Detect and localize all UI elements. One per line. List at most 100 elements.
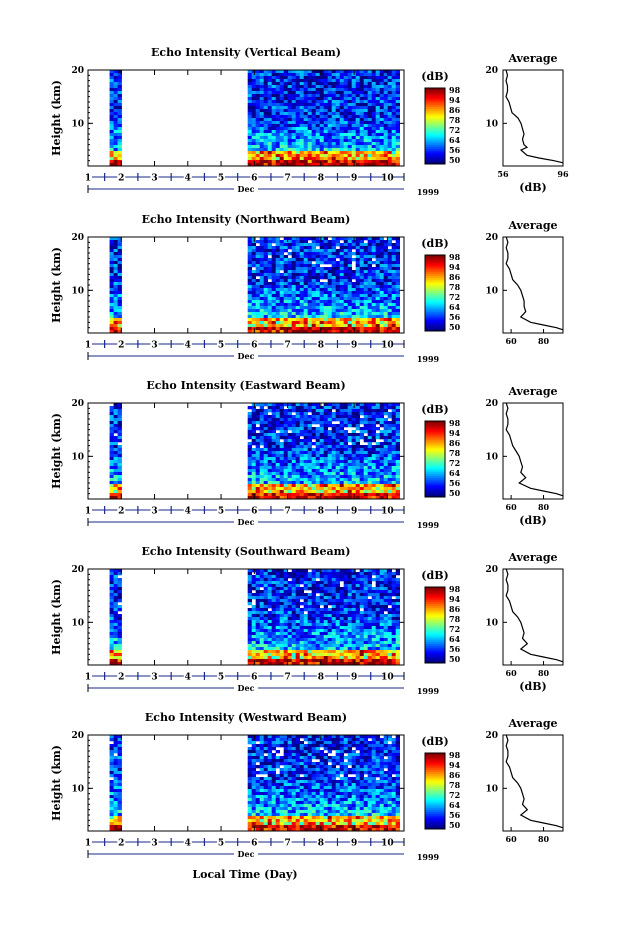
- heatmap-cell: [263, 442, 268, 446]
- heatmap-cell: [283, 403, 288, 407]
- heatmap-cell: [259, 264, 264, 268]
- colorbar-tick-label: 50: [449, 322, 461, 332]
- y-axis-label: Height (km): [50, 247, 63, 323]
- month-label: Dec: [238, 351, 255, 361]
- heatmap-cell: [279, 273, 284, 277]
- heatmap-cell: [247, 249, 252, 253]
- heatmap-cell: [299, 442, 304, 446]
- heatmap-cell: [387, 258, 392, 262]
- heatmap-cell: [375, 85, 380, 89]
- heatmap-cell: [379, 82, 384, 86]
- heatmap-cell: [347, 94, 352, 98]
- heatmap-cell: [283, 415, 288, 419]
- heatmap-cell: [279, 258, 284, 262]
- heatmap-cell: [307, 463, 312, 467]
- heatmap-cell: [391, 442, 396, 446]
- heatmap-cell: [335, 315, 340, 319]
- heatmap-cell: [391, 490, 396, 494]
- heatmap-cell: [391, 276, 396, 280]
- heatmap-cell: [335, 270, 340, 274]
- heatmap-cell: [367, 472, 372, 476]
- heatmap-cell: [383, 424, 388, 428]
- heatmap-cell: [379, 237, 384, 241]
- heatmap-cell: [387, 85, 392, 89]
- heatmap-cell: [279, 650, 284, 654]
- heatmap-cell: [315, 602, 320, 606]
- heatmap-cell: [263, 100, 268, 104]
- heatmap-cell: [343, 315, 348, 319]
- heatmap-cell: [367, 79, 372, 83]
- heatmap-cell: [263, 644, 268, 648]
- heatmap-cell: [311, 94, 316, 98]
- heatmap-cell: [335, 496, 340, 500]
- heatmap-cell: [291, 130, 296, 134]
- heatmap-cell: [371, 448, 376, 452]
- heatmap-cell: [113, 121, 118, 125]
- heatmap-cell: [109, 139, 114, 143]
- heatmap-cell: [295, 638, 300, 642]
- heatmap-cell: [383, 291, 388, 295]
- heatmap-cell: [315, 599, 320, 603]
- heatmap-cell: [315, 487, 320, 491]
- heatmap-cell: [259, 324, 264, 328]
- heatmap-cell: [291, 145, 296, 149]
- heatmap-cell: [387, 127, 392, 131]
- heatmap-cell: [295, 246, 300, 250]
- heatmap-cell: [395, 439, 400, 443]
- heatmap-cell: [259, 258, 264, 262]
- heatmap-cell: [247, 421, 252, 425]
- heatmap-cell: [259, 82, 264, 86]
- heatmap-cell: [247, 160, 252, 164]
- heatmap-cell: [307, 575, 312, 579]
- heatmap-cell: [267, 614, 272, 618]
- heatmap-cell: [379, 70, 384, 74]
- heatmap-cell: [109, 626, 114, 630]
- heatmap-cell: [251, 475, 256, 479]
- heatmap-cell: [255, 439, 260, 443]
- heatmap-cell: [271, 629, 276, 633]
- heatmap-cell: [347, 115, 352, 119]
- heatmap-cell: [379, 121, 384, 125]
- heatmap-cell: [291, 279, 296, 283]
- heatmap-cell: [319, 246, 324, 250]
- heatmap-cell: [311, 82, 316, 86]
- heatmap-cell: [279, 243, 284, 247]
- heatmap-cell: [287, 478, 292, 482]
- heatmap-cell: [331, 493, 336, 497]
- heatmap-cell: [263, 145, 268, 149]
- heatmap-cell: [331, 475, 336, 479]
- heatmap-cell: [323, 124, 328, 128]
- heatmap-cell: [375, 91, 380, 95]
- heatmap-cell: [303, 650, 308, 654]
- heatmap-cell: [283, 309, 288, 313]
- heatmap-cell: [271, 309, 276, 313]
- heatmap-cell: [331, 261, 336, 265]
- heatmap-cell: [387, 154, 392, 158]
- heatmap-cell: [117, 469, 122, 473]
- heatmap-cell: [267, 466, 272, 470]
- heatmap-cell: [395, 246, 400, 250]
- heatmap-cell: [299, 327, 304, 331]
- heatmap-cell: [117, 118, 122, 122]
- heatmap-cell: [255, 163, 260, 167]
- heatmap-cell: [339, 469, 344, 473]
- heatmap-cell: [339, 303, 344, 307]
- heatmap-cell: [283, 285, 288, 289]
- heatmap-cell: [343, 418, 348, 422]
- heatmap-cell: [363, 424, 368, 428]
- heatmap-cell: [391, 306, 396, 310]
- colorbar-swatch: [425, 285, 445, 288]
- heatmap-cell: [391, 88, 396, 92]
- heatmap-cell: [117, 584, 122, 588]
- heatmap-cell: [287, 327, 292, 331]
- heatmap-cell: [255, 629, 260, 633]
- heatmap-cell: [363, 472, 368, 476]
- heatmap-cell: [371, 148, 376, 152]
- heatmap-cell: [343, 267, 348, 271]
- heatmap-cell: [331, 160, 336, 164]
- heatmap-cell: [327, 160, 332, 164]
- heatmap-cell: [271, 139, 276, 143]
- heatmap-cell: [315, 91, 320, 95]
- heatmap-cell: [395, 118, 400, 122]
- heatmap-cell: [275, 451, 280, 455]
